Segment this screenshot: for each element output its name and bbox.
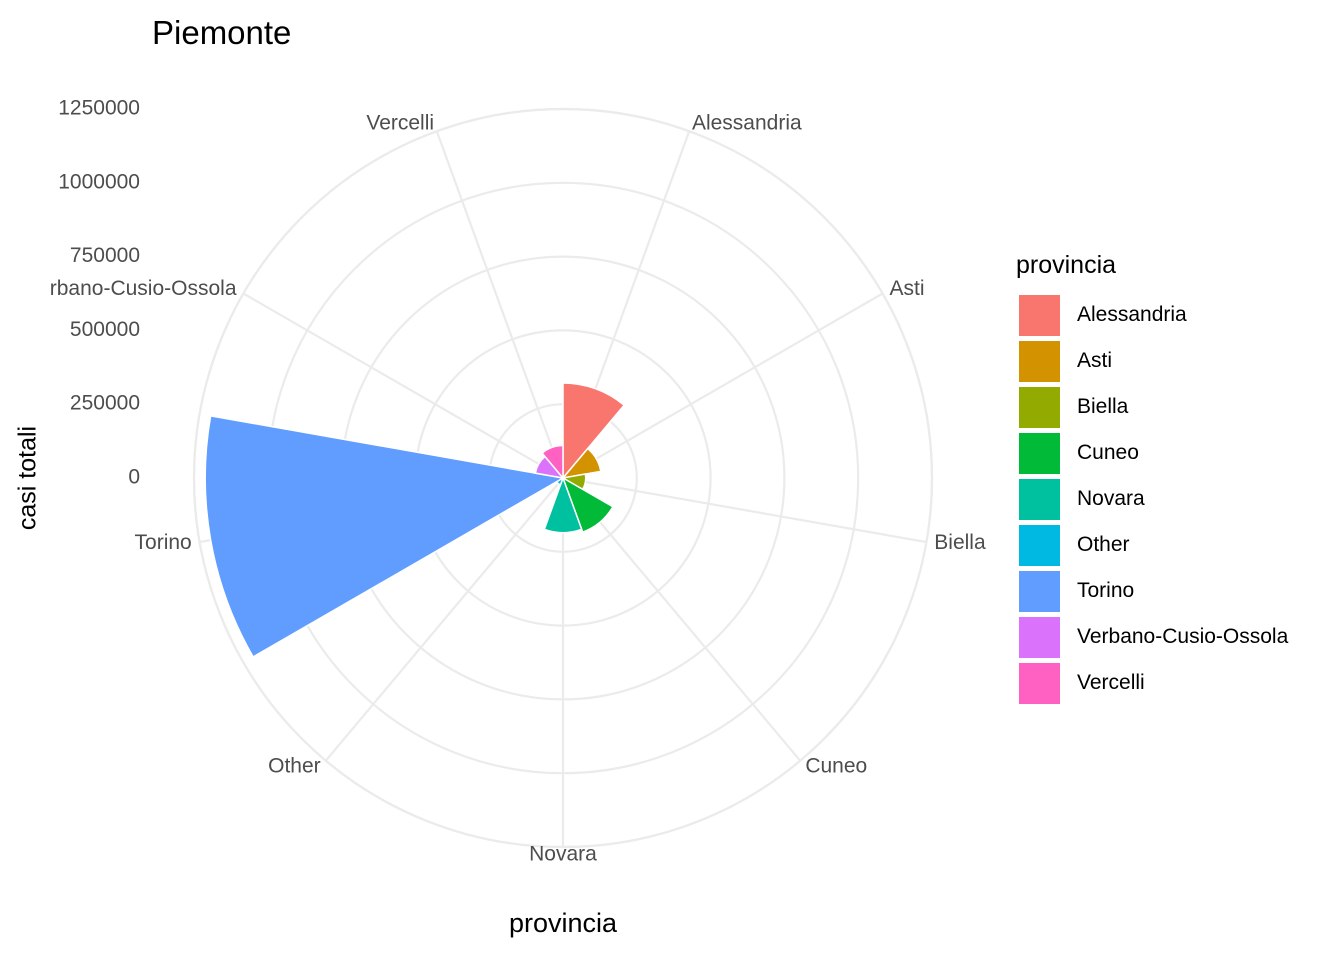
legend-item: Other: [1016, 522, 1288, 568]
legend-label: Novara: [1077, 487, 1145, 510]
legend-swatch: [1019, 386, 1060, 428]
x-tick-label: Alessandria: [692, 111, 802, 134]
x-tick-label: rbano-Cusio-Ossola: [50, 277, 237, 300]
legend-label: Cuneo: [1077, 441, 1139, 464]
bar-alessandria: [562, 382, 626, 481]
legend-label: Asti: [1077, 349, 1113, 372]
x-tick-label: Biella: [934, 531, 986, 554]
x-tick-label: Cuneo: [805, 754, 867, 777]
y-tick-label: 0: [128, 466, 140, 489]
chart-title: Piemonte: [152, 14, 292, 51]
y-tick-label: 1250000: [58, 97, 140, 120]
y-tick-label: 250000: [70, 392, 140, 415]
bar-cuneo: [561, 476, 614, 534]
legend-swatch: [1019, 570, 1060, 612]
legend-label: Verbano-Cusio-Ossola: [1077, 625, 1289, 648]
bar-torino: [204, 415, 566, 658]
grid-spoke-1: [562, 292, 884, 479]
bar-asti: [561, 447, 602, 480]
grid-spoke-5: [324, 477, 564, 762]
y-tick-label: 500000: [70, 318, 140, 341]
grid-spoke-8: [435, 130, 565, 479]
legend-swatch: [1019, 524, 1060, 566]
grid-spoke-2: [562, 476, 927, 544]
legend-item: Cuneo: [1016, 430, 1288, 476]
legend-swatch: [1019, 478, 1060, 520]
legend-item: Vercelli: [1016, 660, 1288, 706]
y-axis-title: casi totali: [13, 425, 42, 531]
y-tick-label: 1000000: [58, 170, 140, 193]
x-axis-title: provincia: [508, 908, 618, 938]
legend-label: Torino: [1077, 579, 1135, 602]
labels-layer: 0 250000 500000 750000 1000000 1250000 Alessan…: [50, 97, 986, 866]
grid-spoke-7: [242, 292, 564, 479]
legend-items: Alessandria Asti Biella Cuneo Novara Other Tor…: [1016, 292, 1288, 706]
x-tick-label: Torino: [135, 531, 192, 554]
grid-spoke-3: [562, 477, 802, 762]
x-tick-label: Novara: [529, 843, 597, 866]
bar-vercelli: [541, 444, 564, 481]
legend-item: Torino: [1016, 568, 1288, 614]
x-tick-label: Other: [268, 754, 321, 777]
legend-swatch: [1019, 294, 1060, 336]
legend-label: Vercelli: [1077, 671, 1145, 694]
legend-label: Biella: [1077, 395, 1129, 418]
legend-swatch: [1019, 662, 1060, 704]
bars-layer: [204, 382, 626, 658]
legend-item: Biella: [1016, 384, 1288, 430]
legend-swatch: [1019, 616, 1060, 658]
legend-title: provincia: [1016, 251, 1117, 279]
bar-novara: [543, 475, 583, 534]
legend-item: Verbano-Cusio-Ossola: [1016, 614, 1288, 660]
y-tick-label: 750000: [70, 244, 140, 267]
legend-swatch: [1019, 432, 1060, 474]
x-tick-label: Asti: [889, 277, 924, 300]
legend-label: Other: [1077, 533, 1130, 556]
legend-item: Novara: [1016, 476, 1288, 522]
legend-label: Alessandria: [1077, 303, 1187, 326]
legend-swatch: [1019, 340, 1060, 382]
legend-item: Alessandria: [1016, 292, 1288, 338]
x-tick-label: Vercelli: [366, 111, 434, 134]
legend: provincia Alessandria Asti Biella Cuneo Nova…: [1016, 250, 1288, 706]
legend-item: Asti: [1016, 338, 1288, 384]
